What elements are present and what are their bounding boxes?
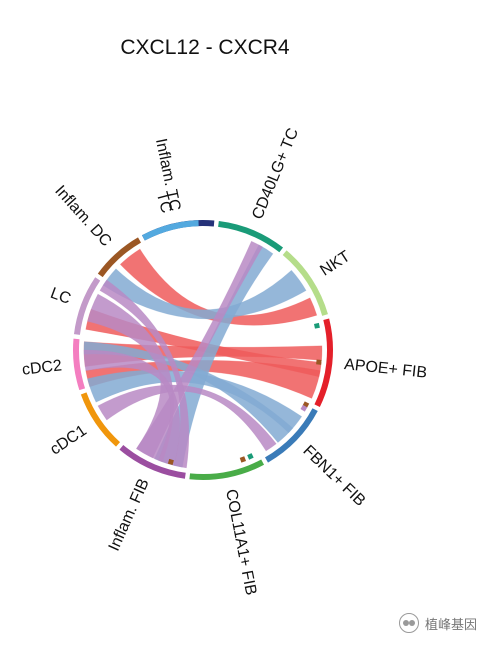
watermark: 植峰基因 [398,613,477,633]
label-tc: TC [153,190,175,215]
arcs-layer [73,220,333,480]
label-nkt: NKT [317,248,353,280]
inner-tick-6 [167,458,174,466]
inner-tick-1 [316,359,322,365]
arc-cdc2 [73,338,86,391]
arc-apoe-fib [314,318,333,407]
label-inflam-fib: Inflam. FIB [106,476,153,554]
inner-tick-5 [239,456,247,463]
label-lc: LC [48,285,73,308]
arc-inflam-fib [119,444,186,479]
arc-lc [73,277,101,335]
chart-title: CXCL12 - CXCR4 [120,36,290,59]
wechat-icon [398,613,419,633]
link-9 [97,384,277,452]
inner-tick-4 [247,453,254,460]
label-inflam-dc: Inflam. DC [51,182,114,250]
label-apoe-fib: APOE+ FIB [343,356,427,382]
arc-cd40lg-tc [218,220,284,253]
arc-cdc1 [80,392,121,447]
links-layer [83,240,323,469]
ticks-layer [167,322,322,466]
label-cdc2: cDC2 [21,357,63,378]
arc-tc [141,220,199,241]
arc-fbn1-fib [265,408,318,463]
arc-inflam-dc [97,237,141,278]
label-fbn1-fib: FBN1+ FIB [299,442,368,510]
label-cd40lg-tc: CD40LG+ TC [249,126,302,222]
arc-col11a1-fib [189,459,265,480]
inner-tick-0 [313,322,320,329]
watermark-text: 植峰基因 [424,617,477,633]
link-11 [83,349,181,466]
link-12 [99,279,190,469]
arc-nkt [282,250,328,316]
label-col11a1-fib: COL11A1+ FIB [222,488,259,597]
label-cdc1: cDC1 [47,422,90,459]
inner-tick-3 [300,404,308,412]
link-6 [87,369,303,434]
